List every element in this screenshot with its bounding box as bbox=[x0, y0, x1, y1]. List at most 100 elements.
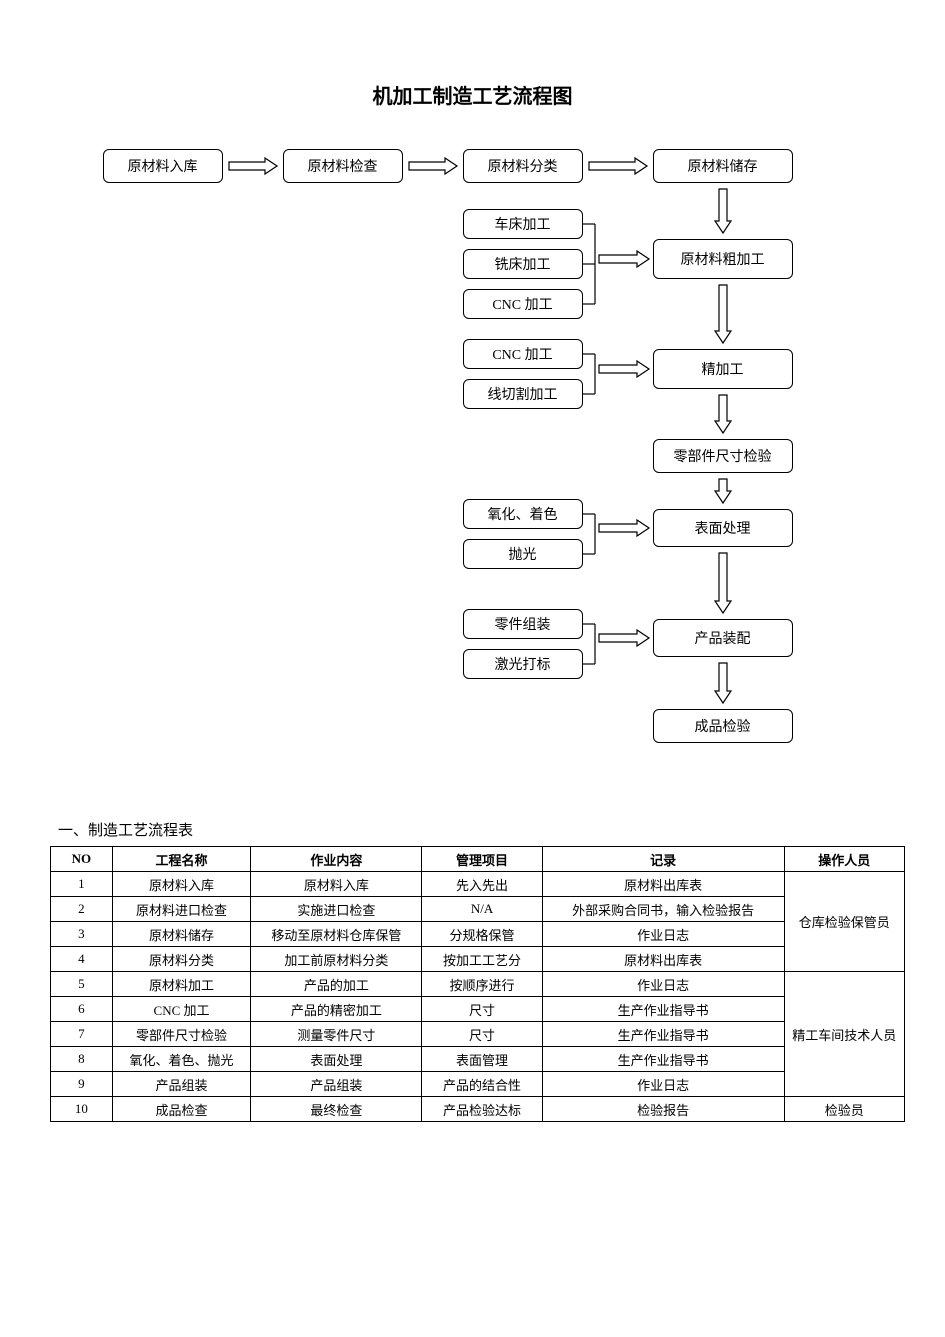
flow-node-n_oxide: 氧化、着色 bbox=[463, 499, 583, 529]
table-cell: 2 bbox=[51, 897, 113, 922]
table-cell: 实施进口检查 bbox=[251, 897, 422, 922]
flowchart: 原材料入库 原材料检查 原材料分类 原材料储存车床加工铣床加工 CNC 加工 原材料粗加工… bbox=[93, 149, 853, 789]
table-cell: 测量零件尺寸 bbox=[251, 1022, 422, 1047]
table-cell: N/A bbox=[422, 897, 542, 922]
table-cell: 8 bbox=[51, 1047, 113, 1072]
table-cell: 产品组装 bbox=[112, 1072, 251, 1097]
table-cell: 原材料出库表 bbox=[542, 872, 784, 897]
section-heading: 一、制造工艺流程表 bbox=[58, 819, 895, 840]
table-cell: 按顺序进行 bbox=[422, 972, 542, 997]
flow-node-n_mill: 铣床加工 bbox=[463, 249, 583, 279]
table-row: 10成品检查最终检查产品检验达标检验报告检验员 bbox=[51, 1097, 905, 1122]
flow-node-n_fine: 精加工 bbox=[653, 349, 793, 389]
hollow-arrow-down-icon bbox=[715, 189, 731, 233]
hollow-arrow-right-icon bbox=[409, 158, 457, 174]
table-cell: 10 bbox=[51, 1097, 113, 1122]
flow-node-n_laser: 激光打标 bbox=[463, 649, 583, 679]
table-cell: 作业日志 bbox=[542, 922, 784, 947]
table-cell: 生产作业指导书 bbox=[542, 997, 784, 1022]
operator-cell: 仓库检验保管员 bbox=[784, 872, 904, 972]
table-cell: 原材料出库表 bbox=[542, 947, 784, 972]
flow-node-n_lathe: 车床加工 bbox=[463, 209, 583, 239]
flow-node-n_sort: 原材料分类 bbox=[463, 149, 583, 183]
table-header-cell: 操作人员 bbox=[784, 847, 904, 872]
table-row: 1原材料入库原材料入库先入先出原材料出库表仓库检验保管员 bbox=[51, 872, 905, 897]
table-row: 8氧化、着色、抛光表面处理表面管理生产作业指导书 bbox=[51, 1047, 905, 1072]
table-header-row: NO工程名称作业内容管理项目记录操作人员 bbox=[51, 847, 905, 872]
table-cell: 成品检查 bbox=[112, 1097, 251, 1122]
hollow-arrow-down-icon bbox=[715, 479, 731, 503]
table-cell: 氧化、着色、抛光 bbox=[112, 1047, 251, 1072]
table-cell: 检验报告 bbox=[542, 1097, 784, 1122]
flow-node-n_final: 成品检验 bbox=[653, 709, 793, 743]
hollow-arrow-down-icon bbox=[715, 395, 731, 433]
operator-cell: 检验员 bbox=[784, 1097, 904, 1122]
table-row: 5原材料加工产品的加工按顺序进行作业日志精工车间技术人员 bbox=[51, 972, 905, 997]
table-cell: 原材料储存 bbox=[112, 922, 251, 947]
table-cell: 原材料加工 bbox=[112, 972, 251, 997]
flow-node-n_store: 原材料储存 bbox=[653, 149, 793, 183]
table-cell: 产品检验达标 bbox=[422, 1097, 542, 1122]
table-cell: 3 bbox=[51, 922, 113, 947]
table-cell: 表面管理 bbox=[422, 1047, 542, 1072]
table-cell: 外部采购合同书，输入检验报告 bbox=[542, 897, 784, 922]
table-cell: 作业日志 bbox=[542, 972, 784, 997]
flow-node-n_in: 原材料入库 bbox=[103, 149, 223, 183]
table-cell: 产品组装 bbox=[251, 1072, 422, 1097]
table-cell: 1 bbox=[51, 872, 113, 897]
hollow-arrow-right-icon bbox=[599, 251, 649, 267]
flow-node-n_wedm: 线切割加工 bbox=[463, 379, 583, 409]
table-cell: 产品的精密加工 bbox=[251, 997, 422, 1022]
table-cell: 生产作业指导书 bbox=[542, 1022, 784, 1047]
hollow-arrow-right-icon bbox=[599, 630, 649, 646]
table-cell: 6 bbox=[51, 997, 113, 1022]
table-cell: 7 bbox=[51, 1022, 113, 1047]
flow-node-n_polish: 抛光 bbox=[463, 539, 583, 569]
flow-node-n_dim: 零部件尺寸检验 bbox=[653, 439, 793, 473]
table-cell: CNC 加工 bbox=[112, 997, 251, 1022]
table-cell: 按加工工艺分 bbox=[422, 947, 542, 972]
operator-cell: 精工车间技术人员 bbox=[784, 972, 904, 1097]
table-cell: 原材料分类 bbox=[112, 947, 251, 972]
table-cell: 产品的结合性 bbox=[422, 1072, 542, 1097]
flow-node-n_check: 原材料检查 bbox=[283, 149, 403, 183]
table-cell: 生产作业指导书 bbox=[542, 1047, 784, 1072]
table-row: 9产品组装产品组装产品的结合性作业日志 bbox=[51, 1072, 905, 1097]
table-cell: 先入先出 bbox=[422, 872, 542, 897]
table-cell: 零部件尺寸检验 bbox=[112, 1022, 251, 1047]
table-cell: 原材料入库 bbox=[251, 872, 422, 897]
hollow-arrow-down-icon bbox=[715, 553, 731, 613]
table-cell: 9 bbox=[51, 1072, 113, 1097]
table-header-cell: 工程名称 bbox=[112, 847, 251, 872]
hollow-arrow-right-icon bbox=[599, 520, 649, 536]
table-cell: 最终检查 bbox=[251, 1097, 422, 1122]
table-cell: 4 bbox=[51, 947, 113, 972]
hollow-arrow-right-icon bbox=[589, 158, 647, 174]
flow-node-n_rough: 原材料粗加工 bbox=[653, 239, 793, 279]
table-header-cell: 作业内容 bbox=[251, 847, 422, 872]
table-cell: 原材料入库 bbox=[112, 872, 251, 897]
table-cell: 尺寸 bbox=[422, 1022, 542, 1047]
table-row: 7零部件尺寸检验测量零件尺寸尺寸生产作业指导书 bbox=[51, 1022, 905, 1047]
table-cell: 作业日志 bbox=[542, 1072, 784, 1097]
hollow-arrow-right-icon bbox=[599, 361, 649, 377]
table-cell: 尺寸 bbox=[422, 997, 542, 1022]
flow-node-n_product: 产品装配 bbox=[653, 619, 793, 657]
table-row: 3原材料储存移动至原材料仓库保管分规格保管作业日志 bbox=[51, 922, 905, 947]
table-cell: 移动至原材料仓库保管 bbox=[251, 922, 422, 947]
hollow-arrow-right-icon bbox=[229, 158, 277, 174]
table-row: 4原材料分类加工前原材料分类按加工工艺分原材料出库表 bbox=[51, 947, 905, 972]
hollow-arrow-down-icon bbox=[715, 285, 731, 343]
flow-node-n_surface: 表面处理 bbox=[653, 509, 793, 547]
table-header-cell: NO bbox=[51, 847, 113, 872]
page-title: 机加工制造工艺流程图 bbox=[50, 80, 895, 109]
flow-node-n_assy: 零件组装 bbox=[463, 609, 583, 639]
table-cell: 产品的加工 bbox=[251, 972, 422, 997]
table-cell: 加工前原材料分类 bbox=[251, 947, 422, 972]
table-row: 6CNC 加工产品的精密加工尺寸生产作业指导书 bbox=[51, 997, 905, 1022]
table-cell: 原材料进口检查 bbox=[112, 897, 251, 922]
table-cell: 5 bbox=[51, 972, 113, 997]
table-header-cell: 管理项目 bbox=[422, 847, 542, 872]
flow-node-n_cnc2: CNC 加工 bbox=[463, 339, 583, 369]
table-row: 2原材料进口检查实施进口检查N/A外部采购合同书，输入检验报告 bbox=[51, 897, 905, 922]
